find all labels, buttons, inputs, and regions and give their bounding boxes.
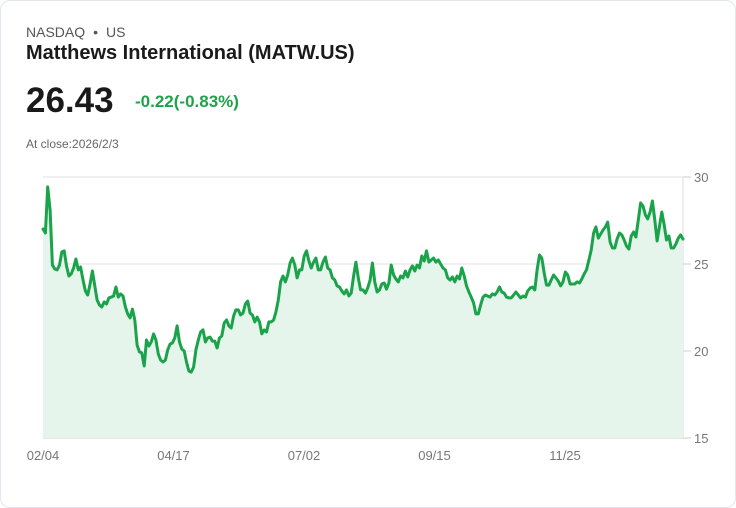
x-tick-label: 09/15 (418, 448, 451, 463)
price-change: -0.22(-0.83%) (135, 92, 239, 111)
x-tick-label: 04/17 (157, 448, 190, 463)
close-date: At close:2026/2/3 (26, 137, 119, 151)
y-tick-label: 25 (694, 257, 708, 272)
y-tick-label: 15 (694, 431, 708, 446)
price-area-fill (43, 186, 683, 438)
stock-title: Matthews International (MATW.US) (26, 42, 355, 64)
current-price: 26.43 (26, 81, 114, 120)
separator-dot: • (93, 24, 99, 40)
y-tick-label: 20 (694, 344, 708, 359)
x-tick-label: 02/04 (27, 448, 60, 463)
x-tick-label: 07/02 (288, 448, 321, 463)
exchange-line: NASDAQ • US (26, 24, 125, 40)
x-tick-label: 11/25 (549, 448, 581, 463)
y-tick-label: 30 (694, 170, 708, 185)
price-line (41, 185, 685, 374)
exchange-name: NASDAQ (26, 24, 86, 40)
country: US (106, 24, 126, 40)
